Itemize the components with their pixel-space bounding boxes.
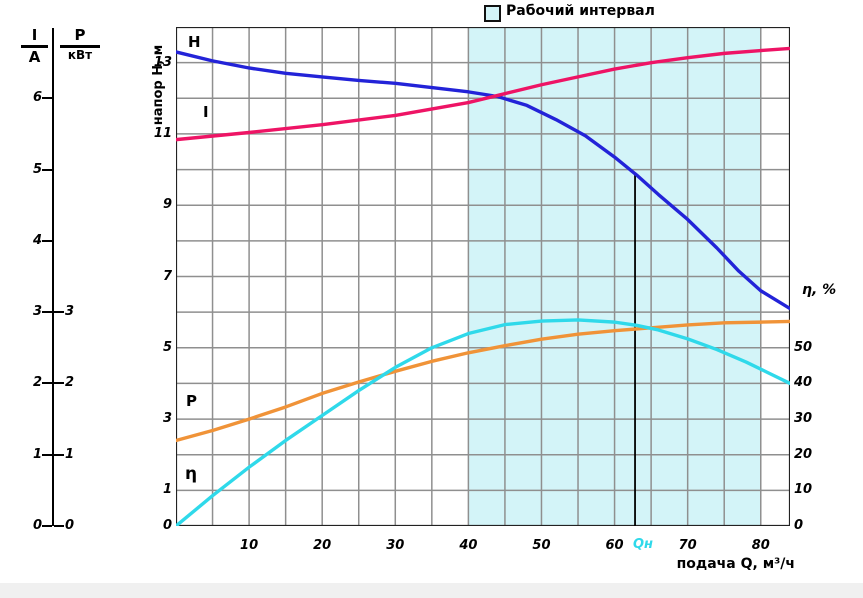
ruler-tick-mark [54,525,64,527]
curve-label-current: I [203,103,209,121]
current-tick-label: 5 [32,161,42,177]
chart-canvas [176,27,790,526]
power-axis-unit-fraction: P кВт [60,27,100,62]
efficiency-axis-title: η, % [802,282,837,298]
x-tick-label: 60 [605,538,624,553]
head-tick-label: 11 [153,125,172,141]
x-tick-label: 70 [678,538,697,553]
power-tick-label: 1 [65,446,75,462]
efficiency-tick-label: 0 [794,518,804,533]
x-tick-label: 10 [240,538,259,553]
legend-label: Рабочий интервал [506,3,655,19]
plot-area [176,27,790,526]
x-axis-title: подача Q, м³/ч [676,556,795,572]
ruler-tick-mark [54,382,64,385]
efficiency-tick-label: 50 [794,339,813,355]
ruler-tick-mark [42,453,52,456]
power-tick-label: 3 [65,304,75,320]
ruler-tick-mark [42,239,52,242]
power-tick-label: 2 [65,375,75,391]
efficiency-tick-label: 10 [794,482,813,498]
x-tick-label: 50 [532,538,551,553]
power-symbol: P [60,27,100,48]
head-tick-label: 13 [153,54,172,70]
efficiency-tick-label: 40 [794,375,813,391]
ruler-tick-mark [54,311,64,314]
x-tick-label: 30 [386,538,405,553]
x-tick-label: 80 [751,538,770,553]
curve-label-head: H [188,33,201,51]
power-tick-label: 0 [65,518,75,533]
curve-P [176,321,790,440]
ruler-tick-mark [42,311,52,314]
current-tick-label: 3 [32,304,42,320]
bottom-band [0,583,863,598]
left-ruler-axis [52,28,54,526]
current-tick-label: 4 [32,232,42,248]
efficiency-tick-label: 20 [794,446,813,462]
head-tick-label: 7 [162,268,172,284]
current-tick-label: 6 [32,90,42,106]
working-interval-swatch-icon [484,5,501,22]
power-unit: кВт [67,47,93,62]
head-tick-label: 9 [162,197,172,213]
current-tick-label: 1 [32,446,42,462]
ruler-tick-mark [42,382,52,385]
curve-label-efficiency: η [185,464,198,484]
x-tick-label: 40 [459,538,478,553]
ruler-tick-mark [54,453,64,456]
current-symbol: I [21,27,48,48]
ruler-tick-mark [42,168,52,171]
current-axis-unit-fraction: I А [21,27,48,65]
x-tick-label: 20 [313,538,332,553]
current-unit: А [28,47,41,66]
head-tick-label: 1 [162,482,172,498]
curve-I [176,48,790,139]
current-tick-label: 2 [32,375,42,391]
ruler-tick-mark [42,97,52,100]
ruler-tick-mark [42,525,52,527]
nominal-flow-label: Qн [633,537,654,552]
curve-eta [176,320,790,526]
head-tick-label: 3 [162,411,172,427]
curve-label-power: P [186,392,197,410]
efficiency-tick-label: 30 [794,411,813,427]
curve-H [176,52,790,309]
current-tick-label: 0 [32,518,42,533]
head-tick-label: 0 [162,518,172,533]
head-tick-label: 5 [162,339,172,355]
